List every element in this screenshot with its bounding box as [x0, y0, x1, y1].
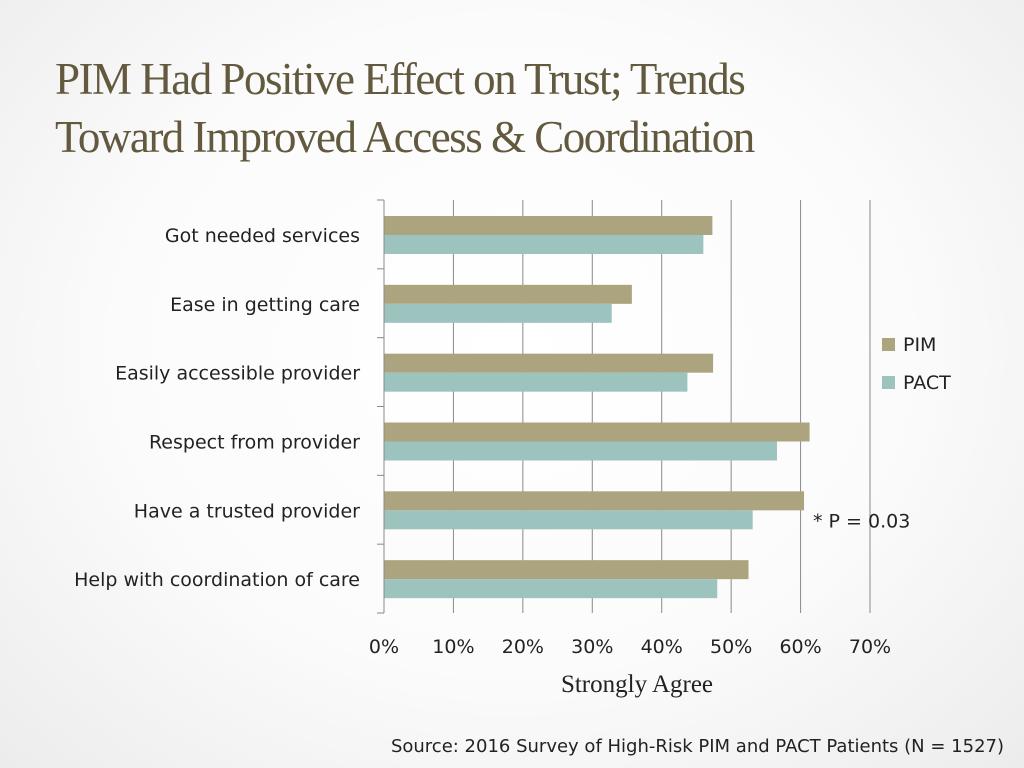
bar-pim — [384, 422, 810, 442]
bar-pact — [384, 441, 777, 461]
x-tick-label: 50% — [710, 636, 752, 658]
bar-pim — [384, 216, 713, 235]
bars — [384, 216, 810, 599]
slide-title-line-1: PIM Had Positive Effect on Trust; Trends — [55, 54, 746, 104]
category-label: Got needed services — [165, 225, 360, 247]
legend-label-pim: PIM — [903, 334, 936, 356]
labels: Got needed services Ease in getting care E… — [74, 225, 910, 698]
category-label: Help with coordination of care — [74, 569, 360, 591]
x-tick-label: 70% — [849, 636, 891, 658]
bar-pact — [384, 235, 704, 254]
x-tick-label: 60% — [779, 636, 821, 658]
category-label: Respect from provider — [149, 432, 360, 454]
bar-pact — [384, 372, 688, 392]
bar-pact — [384, 510, 753, 530]
x-tick-label: 20% — [502, 636, 544, 658]
x-tick-label: 30% — [571, 636, 613, 658]
bar-pim — [384, 491, 805, 511]
legend: PIM PACT — [882, 334, 951, 394]
bar-pim — [384, 284, 632, 304]
slide-title: PIM Had Positive Effect on Trust; Trends… — [55, 50, 995, 166]
slide-title-line-2: Toward Improved Access & Coordination — [55, 112, 755, 162]
legend-swatch-pim — [882, 338, 895, 351]
bar-pact — [384, 579, 718, 599]
significance-note: * P = 0.03 — [813, 510, 910, 532]
bar-pact — [384, 303, 612, 323]
x-tick-label: 0% — [369, 636, 399, 658]
category-label: Have a trusted provider — [134, 500, 360, 522]
category-label: Ease in getting care — [170, 294, 360, 316]
gridlines — [452, 200, 871, 613]
x-tick-label: 40% — [641, 636, 683, 658]
legend-label-pact: PACT — [903, 372, 951, 394]
bar-pim — [384, 353, 714, 373]
bar-pim — [384, 560, 749, 580]
source-note: Source: 2016 Survey of High-Risk PIM and… — [390, 736, 1004, 757]
category-label: Easily accessible provider — [115, 363, 360, 385]
legend-swatch-pact — [882, 376, 895, 389]
x-tick-label: 10% — [432, 636, 474, 658]
axes — [377, 199, 385, 614]
x-axis-title: Strongly Agree — [561, 671, 713, 698]
